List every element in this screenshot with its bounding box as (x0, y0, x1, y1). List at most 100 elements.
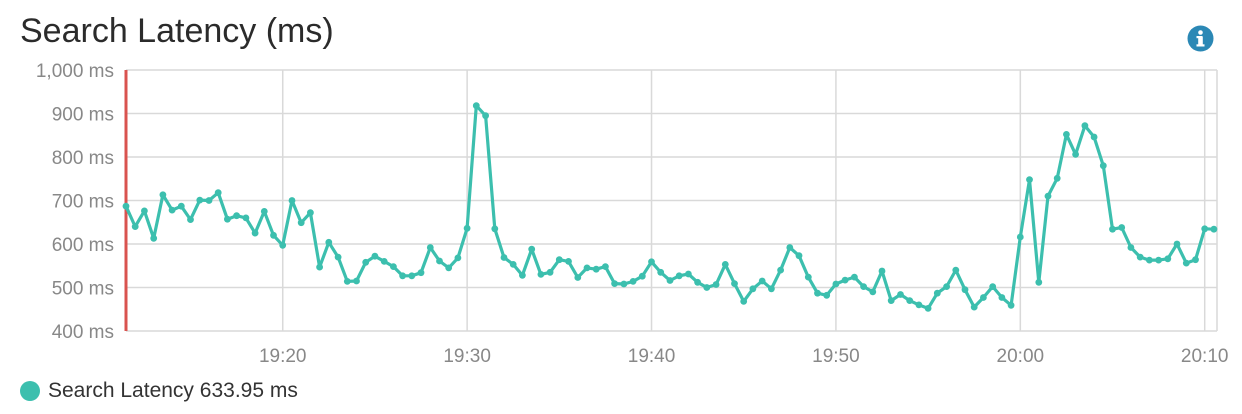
data-point[interactable] (897, 291, 904, 298)
data-point[interactable] (537, 271, 545, 278)
data-point[interactable] (260, 208, 268, 215)
data-point[interactable] (592, 265, 600, 273)
data-point[interactable] (1182, 259, 1190, 267)
data-point[interactable] (390, 263, 397, 270)
data-point[interactable] (445, 264, 453, 272)
data-point[interactable] (851, 273, 858, 281)
data-point[interactable] (685, 270, 692, 278)
data-point[interactable] (150, 234, 158, 242)
data-point[interactable] (602, 263, 609, 270)
data-point[interactable] (721, 261, 729, 268)
data-point[interactable] (1035, 278, 1043, 286)
data-point[interactable] (500, 254, 508, 261)
data-point[interactable] (869, 288, 877, 296)
data-point[interactable] (509, 261, 517, 268)
data-point[interactable] (1090, 133, 1098, 141)
data-point[interactable] (224, 215, 231, 223)
data-point[interactable] (1136, 253, 1144, 261)
data-point[interactable] (1127, 244, 1135, 251)
data-point[interactable] (989, 283, 997, 290)
data-point[interactable] (1173, 240, 1181, 248)
data-point[interactable] (233, 212, 241, 220)
data-point[interactable] (758, 277, 766, 285)
data-point[interactable] (583, 264, 591, 272)
data-point[interactable] (297, 219, 305, 227)
data-point[interactable] (841, 276, 849, 284)
data-point[interactable] (1192, 256, 1199, 264)
data-point[interactable] (574, 274, 582, 281)
data-point[interactable] (629, 278, 637, 285)
data-point[interactable] (620, 280, 628, 288)
data-point[interactable] (242, 214, 250, 222)
data-point[interactable] (168, 206, 176, 214)
data-point[interactable] (1007, 301, 1015, 309)
data-point[interactable] (1146, 256, 1153, 264)
data-point[interactable] (611, 280, 618, 287)
data-point[interactable] (675, 272, 683, 280)
data-point[interactable] (823, 291, 831, 299)
data-point[interactable] (436, 257, 443, 265)
data-point[interactable] (740, 298, 748, 305)
data-point[interactable] (749, 285, 757, 293)
data-point[interactable] (565, 258, 572, 265)
data-point[interactable] (399, 272, 406, 280)
data-point[interactable] (251, 229, 259, 237)
data-point[interactable] (1026, 176, 1033, 184)
data-point[interactable] (417, 269, 425, 277)
data-point[interactable] (316, 263, 323, 271)
data-point[interactable] (1081, 122, 1089, 130)
data-point[interactable] (915, 301, 923, 309)
data-point[interactable] (1201, 225, 1209, 233)
data-point[interactable] (491, 225, 499, 233)
data-point[interactable] (482, 112, 489, 120)
data-point[interactable] (343, 278, 351, 285)
data-point[interactable] (122, 202, 130, 210)
data-point[interactable] (177, 202, 185, 210)
data-point[interactable] (205, 197, 213, 204)
data-point[interactable] (814, 289, 821, 297)
data-point[interactable] (703, 284, 711, 291)
data-point[interactable] (472, 102, 480, 110)
data-point[interactable] (804, 273, 812, 281)
data-point[interactable] (1072, 151, 1079, 158)
data-point[interactable] (1118, 224, 1126, 231)
data-point[interactable] (1164, 255, 1172, 263)
data-point[interactable] (187, 216, 194, 224)
data-point[interactable] (998, 294, 1006, 301)
data-point[interactable] (648, 258, 655, 266)
legend[interactable]: Search Latency 633.95 ms (20, 379, 298, 403)
data-point[interactable] (980, 294, 987, 301)
data-point[interactable] (362, 258, 370, 266)
data-point[interactable] (519, 271, 526, 279)
data-point[interactable] (325, 238, 333, 246)
data-point[interactable] (131, 223, 139, 231)
data-point[interactable] (1016, 233, 1024, 241)
data-point[interactable] (786, 244, 794, 251)
data-point[interactable] (694, 278, 701, 286)
data-point[interactable] (657, 268, 665, 276)
data-point[interactable] (463, 224, 471, 232)
data-point[interactable] (307, 209, 314, 217)
data-point[interactable] (528, 245, 536, 253)
data-point[interactable] (860, 283, 867, 290)
data-point[interactable] (906, 297, 914, 304)
data-point[interactable] (1063, 131, 1070, 138)
data-point[interactable] (371, 252, 379, 260)
data-point[interactable] (924, 305, 932, 312)
data-point[interactable] (546, 268, 554, 276)
data-point[interactable] (1099, 162, 1107, 170)
data-point[interactable] (712, 281, 720, 288)
data-point[interactable] (1210, 225, 1218, 233)
data-point[interactable] (353, 277, 360, 285)
data-point[interactable] (638, 272, 646, 280)
data-point[interactable] (380, 258, 388, 265)
data-point[interactable] (214, 189, 222, 197)
data-point[interactable] (1044, 192, 1052, 200)
data-point[interactable] (454, 254, 462, 262)
data-point[interactable] (768, 285, 775, 293)
data-point[interactable] (832, 280, 840, 288)
data-point[interactable] (196, 196, 204, 204)
data-point[interactable] (159, 191, 167, 199)
data-point[interactable] (943, 283, 950, 290)
data-point[interactable] (279, 241, 287, 249)
